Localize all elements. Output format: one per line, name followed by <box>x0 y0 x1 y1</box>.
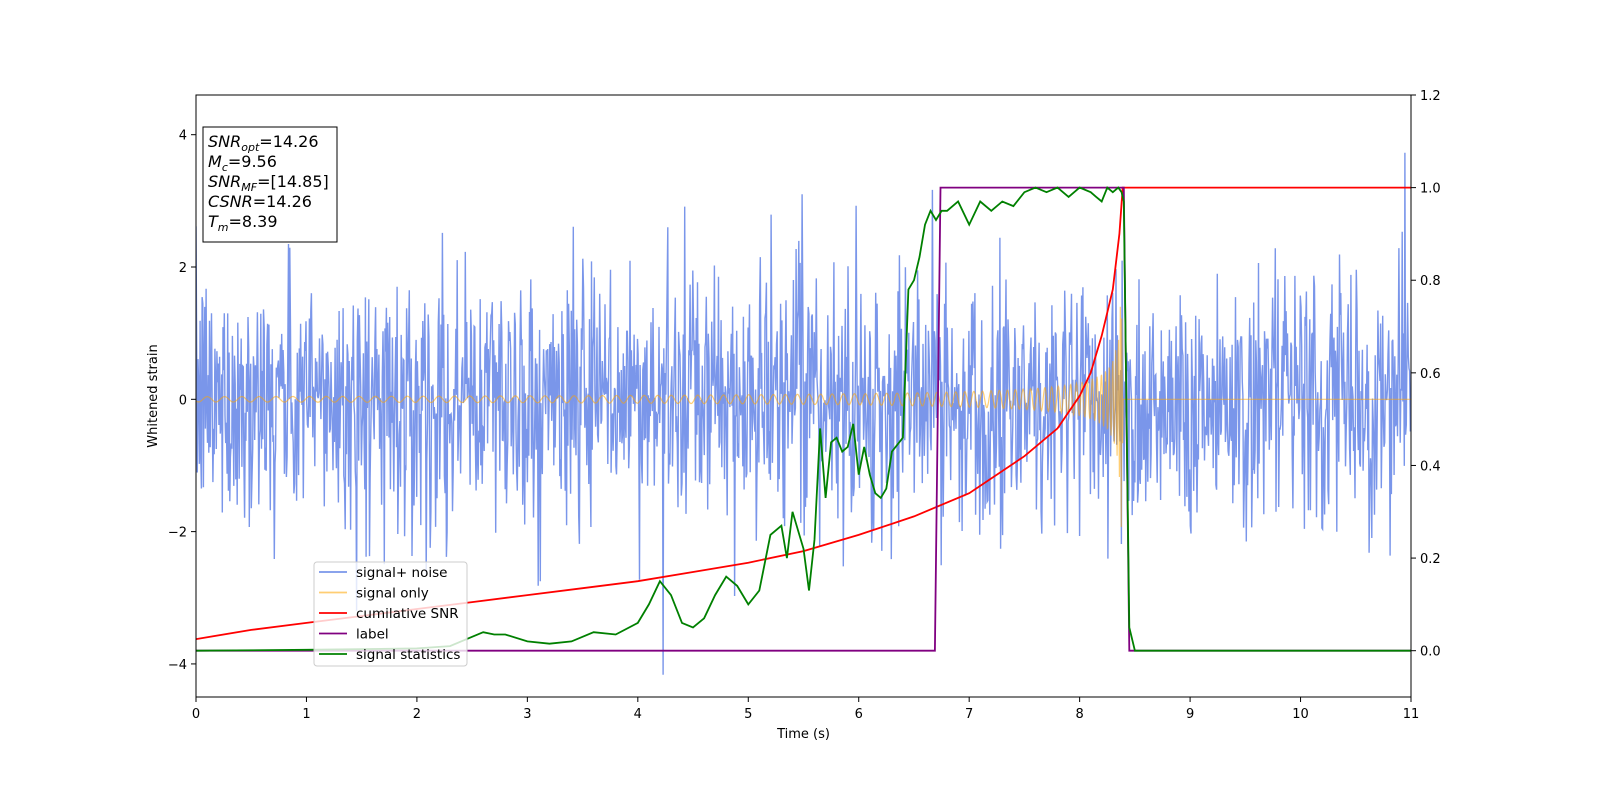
x-tick-label: 10 <box>1292 707 1309 722</box>
info-line: Mc=9.56 <box>208 152 277 174</box>
info-line: SNRopt=14.26 <box>208 132 319 154</box>
info-line: SNRMF=[14.85] <box>208 172 329 194</box>
info-box: SNRopt=14.26Mc=9.56SNRMF=[14.85]CSNR=14.… <box>202 126 338 243</box>
axes: 0 1 2 3 4 5 6 7 8 9 10 11 −4 −2 0 2 4 0.0 0.2 0.4 0.6 0.8 1.0 1… <box>168 89 1441 722</box>
x-tick-label: 2 <box>413 707 421 722</box>
y2-tick-label: 0.4 <box>1420 459 1441 474</box>
info-line: CSNR=14.26 <box>208 192 312 211</box>
series-signal-only <box>196 306 1411 528</box>
y-tick-label: 0 <box>179 393 187 408</box>
legend-label-label: label <box>356 627 389 643</box>
x-tick-label: 11 <box>1403 707 1420 722</box>
x-tick-label: 7 <box>965 707 973 722</box>
y-axis-label: Whitened strain <box>146 344 161 447</box>
x-tick-label: 8 <box>1075 707 1083 722</box>
legend-signal-only-label: signal only <box>356 586 429 602</box>
y-tick-label: 2 <box>179 261 187 276</box>
y-tick-label: −4 <box>168 658 187 673</box>
x-tick-label: 6 <box>855 707 863 722</box>
legend: signal+ noise signal only cumilative SNR la… <box>313 561 468 667</box>
y2-tick-label: 0.8 <box>1420 274 1441 289</box>
info-line: Tm=8.39 <box>208 212 278 234</box>
plot-frame <box>195 94 1412 698</box>
legend-signal-plus-noise-label: signal+ noise <box>356 565 447 581</box>
x-tick-label: 9 <box>1186 707 1194 722</box>
legend-signal-statistics-label: signal statistics <box>356 647 460 663</box>
y-tick-label: 4 <box>179 129 187 144</box>
x-tick-label: 1 <box>302 707 310 722</box>
series-signal-plus-noise <box>196 152 1411 675</box>
x-axis-label: Time (s) <box>776 727 830 742</box>
legend-cumilative-snr-label: cumilative SNR <box>356 606 459 622</box>
x-tick-label: 5 <box>744 707 752 722</box>
x-tick-label: 3 <box>523 707 531 722</box>
x-tick-label: 0 <box>192 707 200 722</box>
y2-tick-label: 0.0 <box>1420 645 1441 660</box>
y-tick-label: −2 <box>168 526 187 541</box>
series-signal-statistics <box>196 186 1411 652</box>
legend-frame <box>313 561 468 667</box>
x-tick-label: 4 <box>634 707 642 722</box>
y2-tick-label: 0.2 <box>1420 552 1441 567</box>
y2-tick-label: 1.0 <box>1420 182 1441 197</box>
y2-tick-label: 1.2 <box>1420 89 1441 104</box>
info-box-frame <box>202 126 338 243</box>
y2-tick-label: 0.6 <box>1420 367 1441 382</box>
